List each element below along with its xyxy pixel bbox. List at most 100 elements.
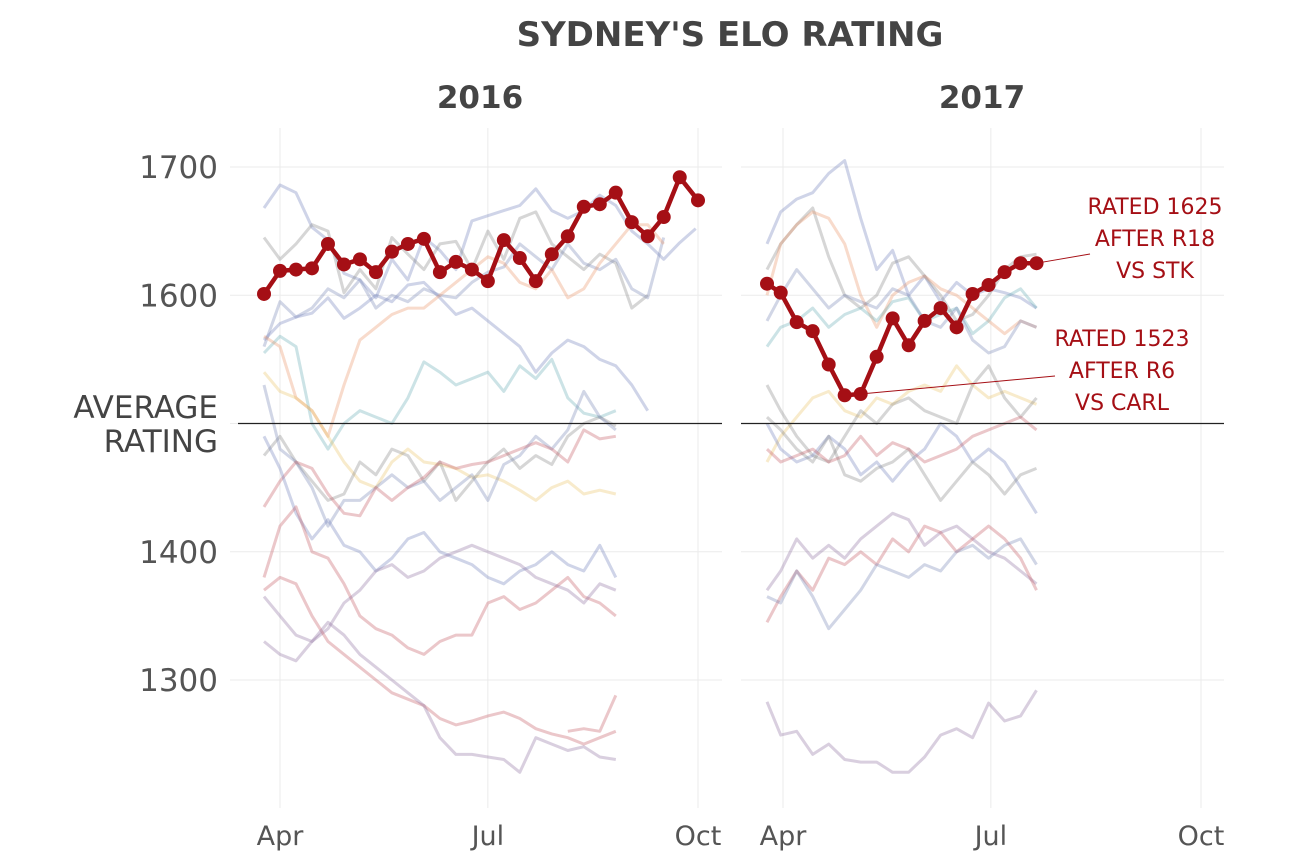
background-team-line [765, 415, 1038, 464]
panel-title-2017: 2017 [939, 80, 1025, 116]
x-tick-label: Jul [973, 821, 1008, 852]
highlight-layer [257, 170, 1091, 403]
annotation-text: VS CARL [1075, 391, 1170, 416]
annotation-leader [860, 375, 1056, 395]
sydney-point [320, 236, 335, 251]
background-team-line [262, 384, 617, 528]
sydney-point [560, 229, 575, 244]
sydney-point [608, 185, 623, 200]
sydney-point [656, 210, 671, 225]
sydney-point [640, 229, 655, 244]
sydney-point [821, 357, 836, 372]
y-tick-label: 1600 [139, 278, 218, 314]
sydney-point [805, 324, 820, 339]
background-team-line [263, 620, 617, 774]
y-tick-label: 1700 [139, 150, 218, 186]
annotation-text: VS STK [1116, 259, 1194, 284]
sydney-point [304, 261, 319, 276]
sydney-point [400, 236, 415, 251]
background-team-line [765, 422, 1038, 515]
sydney-point [576, 199, 591, 214]
background-team-line [766, 537, 1038, 631]
background-team-line [765, 511, 1038, 592]
x-tick-label: Oct [675, 821, 722, 852]
annotation-text: RATED 1523 [1055, 327, 1190, 352]
annotation-text: RATED 1625 [1088, 195, 1223, 220]
background-team-line [262, 237, 666, 348]
sydney-point [384, 244, 399, 259]
sydney-point [257, 286, 272, 301]
panel-title-2016: 2016 [437, 80, 523, 116]
sydney-point [464, 262, 479, 277]
background-team-line [263, 223, 665, 438]
chart-title: SYDNEY'S ELO RATING [517, 15, 944, 55]
sydney-point [917, 313, 932, 328]
sydney-point [352, 252, 367, 267]
x-tick-label: Apr [257, 821, 305, 852]
sydney-point [837, 388, 852, 403]
background-team-line [765, 364, 1038, 463]
sydney-point [997, 265, 1012, 280]
sydney-point [448, 254, 463, 269]
annotation-leader [1036, 253, 1091, 264]
background-team-line [765, 210, 1038, 336]
background-team-line [765, 268, 1038, 355]
background-team-line [765, 287, 1038, 348]
sydney-line [262, 175, 700, 296]
annotation-text: AFTER R6 [1069, 359, 1175, 384]
background-team-line [765, 689, 1038, 774]
sydney-point [672, 170, 687, 185]
average-label-line2: RATING [104, 424, 218, 460]
background-team-line [262, 210, 649, 310]
sydney-point [368, 265, 383, 280]
background-team-line [262, 505, 617, 656]
average-label-line1: AVERAGE [73, 390, 218, 426]
sydney-point [949, 320, 964, 335]
sydney-point [496, 233, 511, 248]
sydney-point [885, 311, 900, 326]
x-tick-label: Jul [470, 821, 505, 852]
background-team-line [262, 435, 618, 586]
background-team-line [262, 543, 617, 643]
sydney-point [336, 257, 351, 272]
sydney-point [981, 277, 996, 292]
sydney-point [480, 274, 495, 289]
sydney-point [691, 193, 705, 208]
sydney-point [965, 286, 980, 301]
y-tick-label: 1400 [139, 535, 218, 571]
sydney-point [869, 349, 884, 364]
background-team-line [765, 364, 1038, 464]
background-team-line [567, 694, 618, 733]
sydney-point [933, 301, 948, 316]
sydney-point [773, 285, 788, 300]
sydney-point [901, 338, 916, 353]
background-team-line [262, 371, 617, 502]
background-team-line [765, 206, 1037, 323]
sydney-point [624, 215, 639, 230]
sydney-point [512, 251, 527, 266]
background-lines [262, 159, 1038, 774]
x-tick-label: Oct [1178, 821, 1225, 852]
y-tick-label: 1300 [139, 663, 218, 699]
background-team-line [262, 280, 649, 412]
sydney-point [544, 247, 559, 262]
sydney-point [1013, 256, 1028, 271]
sydney-point [528, 274, 543, 289]
sydney-point [273, 263, 287, 278]
background-team-line [765, 416, 1038, 502]
annotation-text: AFTER R18 [1095, 227, 1215, 252]
background-team-line [262, 334, 617, 451]
x-tick-label: Apr [760, 821, 808, 852]
background-team-line [263, 575, 617, 746]
sydney-point [592, 197, 607, 212]
sydney-point [288, 262, 303, 277]
background-team-line [262, 415, 617, 502]
sydney-point [789, 315, 804, 330]
sydney-point [416, 231, 431, 246]
background-team-line [262, 428, 617, 518]
background-team-line [765, 524, 1038, 624]
sydney-point [432, 265, 447, 280]
sydney-point [760, 276, 775, 291]
label-layer: SYDNEY'S ELO RATING 2016 2017 AVERAGE RA… [73, 15, 1224, 852]
